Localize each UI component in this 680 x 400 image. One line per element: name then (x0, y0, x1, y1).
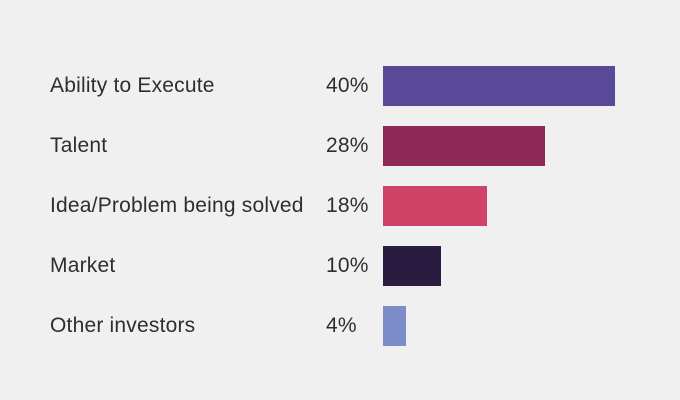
bar (383, 126, 545, 166)
chart-row: Ability to Execute 40% (0, 66, 680, 106)
bar (383, 306, 406, 346)
bar-track (383, 246, 680, 286)
value-label: 40% (326, 74, 369, 97)
category-label: Other investors (50, 314, 196, 337)
value-label: 4% (326, 314, 357, 337)
value-label: 10% (326, 254, 369, 277)
bar-track (383, 126, 680, 166)
category-label: Idea/Problem being solved (50, 194, 304, 217)
category-label: Talent (50, 134, 108, 157)
bar-track (383, 306, 680, 346)
bar-chart: Ability to Execute 40% Talent 28% Idea/P… (0, 66, 680, 366)
chart-row: Market 10% (0, 246, 680, 286)
bar (383, 186, 487, 226)
bar (383, 246, 441, 286)
chart-row: Talent 28% (0, 126, 680, 166)
category-label: Ability to Execute (50, 74, 215, 97)
value-label: 18% (326, 194, 369, 217)
bar (383, 66, 615, 106)
chart-row: Other investors 4% (0, 306, 680, 346)
value-label: 28% (326, 134, 369, 157)
chart-row: Idea/Problem being solved 18% (0, 186, 680, 226)
bar-track (383, 66, 680, 106)
category-label: Market (50, 254, 116, 277)
bar-track (383, 186, 680, 226)
